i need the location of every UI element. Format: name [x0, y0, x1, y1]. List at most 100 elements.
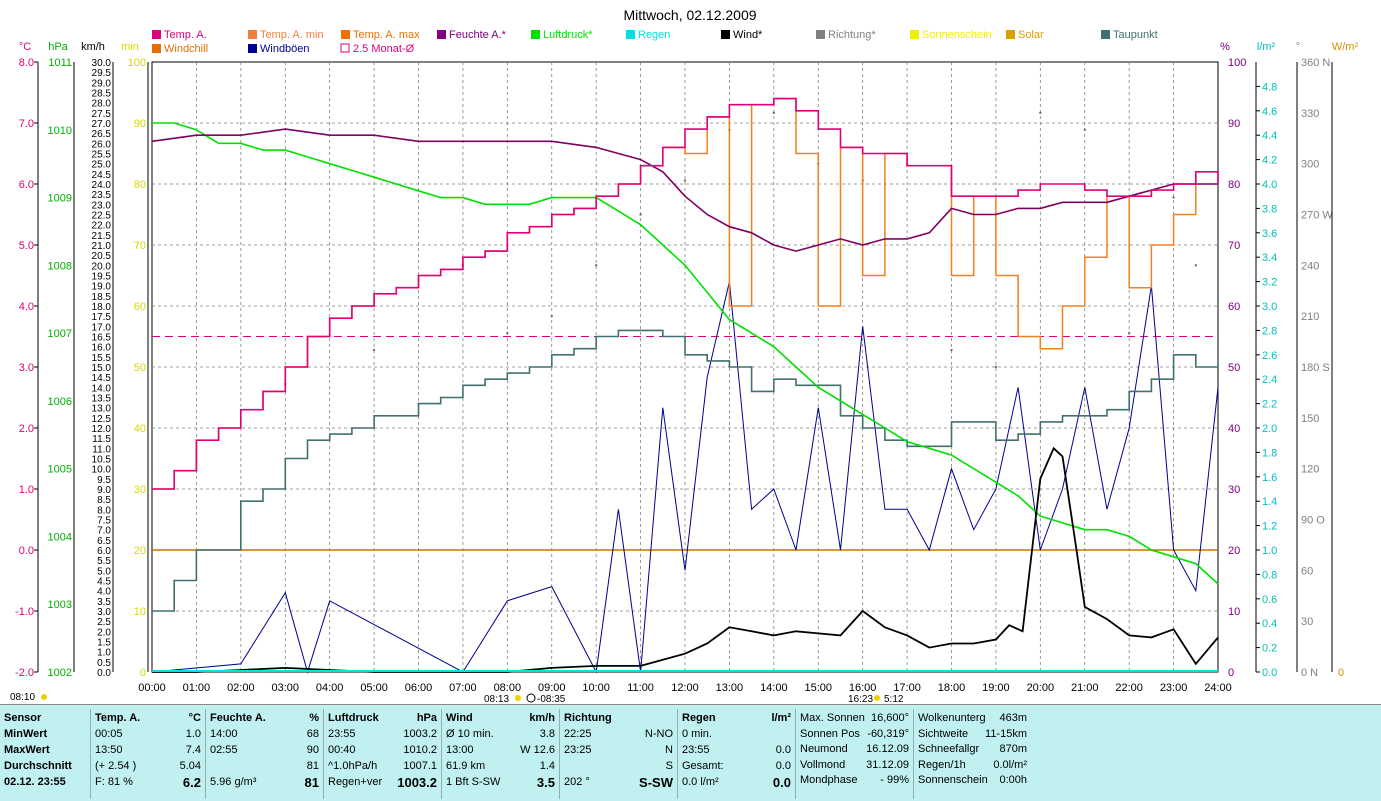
statistics-panel: Sensor MinWert MaxWert Durchschnitt 02.1…	[0, 704, 1381, 801]
legend-label: Sonnenschein	[922, 29, 992, 41]
panel-row-value: -60,319°	[867, 727, 909, 740]
wind-tick-label: 23.0	[92, 200, 112, 211]
wind-tick-label: 14.5	[92, 373, 112, 384]
wind-tick-label: 8.0	[97, 505, 111, 516]
panel-row-label: 202 °	[564, 776, 590, 788]
column-header-title: Regen	[682, 712, 716, 724]
panel-row-label: 13:00	[446, 744, 474, 756]
temp-tick-label: 5.0	[19, 240, 34, 252]
panel-row-value: - 99%	[880, 774, 909, 786]
dewpoint-line	[152, 329, 1219, 612]
direction-tick-label: 30	[1301, 616, 1313, 628]
direction-tick-label: 360 N	[1301, 57, 1330, 69]
rain-tick-label: 0.0	[1262, 667, 1277, 679]
legend-swatch	[1006, 30, 1015, 39]
wind-tick-label: 1.5	[97, 638, 111, 649]
panel-row-label: 00:40	[328, 744, 356, 756]
sunrise-left-label: 08:10	[10, 692, 35, 703]
pressure-tick-label: 1005	[48, 464, 72, 476]
panel-row-label: Sonnen Pos	[800, 727, 860, 740]
wind-tick-label: 13.5	[92, 394, 112, 405]
panel-row-value: 0.0	[775, 744, 791, 756]
rain-tick-label: 1.8	[1262, 447, 1277, 459]
panel-row: 202 ° S-SW	[564, 775, 673, 790]
axis-header: W/m²	[1332, 41, 1359, 53]
legend-swatch	[721, 30, 730, 39]
panel-row-value: 0.0	[772, 775, 791, 790]
direction-tick-label: 180 S	[1301, 362, 1330, 374]
panel-row: Regen/1h 0.0l/m²	[918, 758, 1027, 773]
panel-row-label: Neumond	[800, 743, 848, 755]
max-label: MaxWert	[4, 744, 50, 756]
panel-row-label: 22:25	[564, 728, 592, 740]
sensor-column: Sensor MinWert MaxWert Durchschnitt 02.1…	[0, 709, 90, 799]
legend-label: Solar	[1018, 29, 1044, 41]
column-header: Wind km/h	[446, 711, 555, 726]
axis-headers: °C hPa km/h min% l/m² ° W/m²	[19, 41, 1359, 53]
minutes-tick-label: 0	[140, 667, 146, 679]
panel-row-label: 00:05	[95, 728, 123, 740]
panel-row-value: 16.12.09	[866, 743, 909, 755]
panel-row-value: N-NO	[644, 728, 673, 740]
rain-tick-label: 4.4	[1262, 130, 1277, 142]
column-header: Temp. A. °C	[95, 711, 201, 726]
x-tick-label: 14:00	[760, 682, 788, 694]
wind-tick-label: 15.5	[92, 353, 112, 364]
panel-row-value: 31.12.09	[866, 758, 909, 771]
x-tick-label: 11:00	[627, 682, 654, 694]
wind-tick-label: 17.0	[92, 322, 112, 333]
x-tick-label: 13:00	[716, 682, 744, 694]
legend-label: Temp. A. max	[353, 29, 420, 41]
pressure-tick-label: 1007	[48, 328, 72, 340]
wind-tick-label: 27.5	[92, 109, 112, 120]
wind-tick-label: 29.0	[92, 78, 112, 89]
rain-tick-label: 2.0	[1262, 423, 1277, 435]
panel-row-label: 23:55	[328, 728, 356, 740]
legend-swatch	[340, 43, 350, 53]
direction-tick-label: 150	[1301, 413, 1319, 425]
x-tick-label: 19:00	[982, 682, 1010, 694]
sunset-end-label: 5:12	[884, 694, 904, 705]
column-header-title: Feuchte A.	[210, 712, 266, 724]
rain-tick-label: 2.4	[1262, 374, 1277, 386]
avg-label: Durchschnitt	[4, 760, 72, 772]
minutes-tick-label: 60	[134, 301, 146, 313]
panel-row: 00:05 1.0	[95, 727, 201, 742]
panel-row: Schneefallgr 870m	[918, 742, 1027, 757]
x-tick-label: 05:00	[360, 682, 388, 694]
column-header-unit: hPa	[416, 712, 437, 724]
rain-tick-label: 3.2	[1262, 277, 1277, 289]
wind-tick-label: 27.0	[92, 119, 112, 130]
panel-row: 14:00 68	[210, 727, 319, 742]
humidity-column: Feuchte A.% 14:00 68 02:55 90 81 5.96 g/m³ 81	[205, 709, 323, 799]
wind-tick-label: 22.5	[92, 211, 112, 222]
weather-chart: Mittwoch, 02.12.2009 Temp. A. Temp. A. mi…	[10, 7, 1359, 705]
panel-row: (+ 2.54 ) 5.04	[95, 759, 201, 774]
direction-point	[1127, 331, 1131, 335]
rain-tick-label: 3.0	[1262, 301, 1277, 313]
direction-tick-label: 120	[1301, 464, 1319, 476]
panel-row-label: Gesamt:	[682, 760, 724, 772]
panel-row-label: Wolkenunterg	[918, 712, 986, 724]
wind-tick-label: 24.5	[92, 170, 112, 181]
panel-row: Ø 10 min. 3.8	[446, 727, 555, 742]
panel-row-value: W 12.6	[520, 744, 555, 756]
panel-row-value: 7.4	[185, 744, 201, 756]
wind-tick-label: 14.0	[92, 383, 112, 394]
legend-label: Luftdruck*	[543, 29, 593, 41]
wind-tick-label: 6.0	[97, 546, 111, 557]
pressure-tick-label: 1006	[48, 396, 72, 408]
minutes-tick-label: 90	[134, 118, 146, 130]
legend-label: Richtung*	[828, 29, 876, 41]
panel-row: 61.9 km 1.4	[446, 759, 555, 774]
wind-tick-label: 0.0	[97, 668, 111, 679]
axis-header: km/h	[81, 41, 105, 53]
direction-point	[1039, 111, 1042, 115]
wind-tick-label: 19.0	[92, 282, 112, 293]
sun-icon	[515, 695, 521, 701]
wind-tick-label: 25.5	[92, 150, 112, 161]
temp-tick-label: -2.0	[15, 667, 34, 679]
legend-label: Windchill	[164, 43, 208, 55]
panel-row: Vollmond 31.12.09	[800, 758, 909, 773]
panel-row: Sonnenschein 0:00h	[918, 773, 1027, 788]
